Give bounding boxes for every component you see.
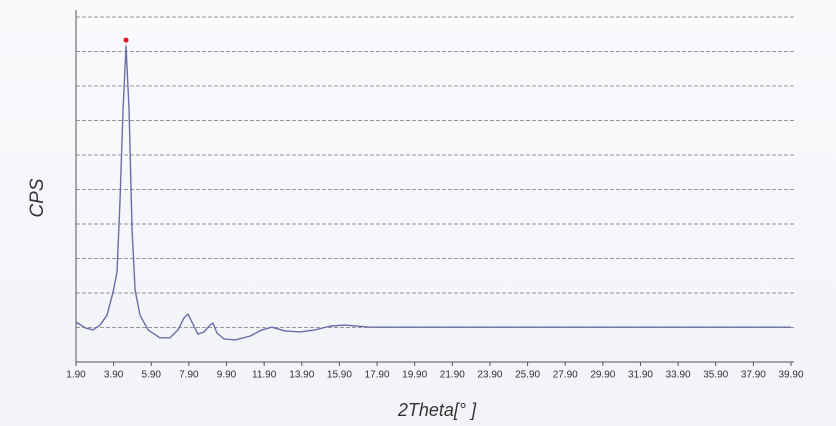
x-tick-label: 29.90 bbox=[590, 370, 615, 381]
x-tick-label: 37.90 bbox=[741, 370, 766, 381]
x-axis-label: 2Theta[° ] bbox=[397, 400, 477, 420]
x-tick-label: 11.90 bbox=[252, 370, 277, 381]
x-tick-label: 39.90 bbox=[778, 370, 803, 381]
x-tick-label: 17.90 bbox=[365, 370, 390, 381]
x-tick-label: 3.90 bbox=[104, 370, 124, 381]
x-tick-label: 35.90 bbox=[703, 370, 728, 381]
x-tick-label: 27.90 bbox=[553, 370, 578, 381]
x-tick-label: 23.90 bbox=[477, 370, 502, 381]
peak-marker bbox=[123, 37, 129, 43]
x-tick-label: 9.90 bbox=[217, 370, 237, 381]
x-tick-label: 1.90 bbox=[66, 370, 86, 381]
x-tick-label: 25.90 bbox=[515, 370, 540, 381]
x-tick-label: 33.90 bbox=[666, 370, 691, 381]
x-tick-label: 31.90 bbox=[628, 370, 653, 381]
x-tick-label: 13.90 bbox=[289, 370, 314, 381]
x-tick-label: 7.90 bbox=[179, 370, 199, 381]
x-tick-label: 21.90 bbox=[440, 370, 465, 381]
y-axis-label: CPS bbox=[27, 178, 48, 217]
data-line bbox=[75, 45, 791, 341]
x-tick-label: 19.90 bbox=[402, 370, 427, 381]
x-tick-label: 5.90 bbox=[142, 370, 162, 381]
x-tick-label: 15.90 bbox=[327, 370, 352, 381]
